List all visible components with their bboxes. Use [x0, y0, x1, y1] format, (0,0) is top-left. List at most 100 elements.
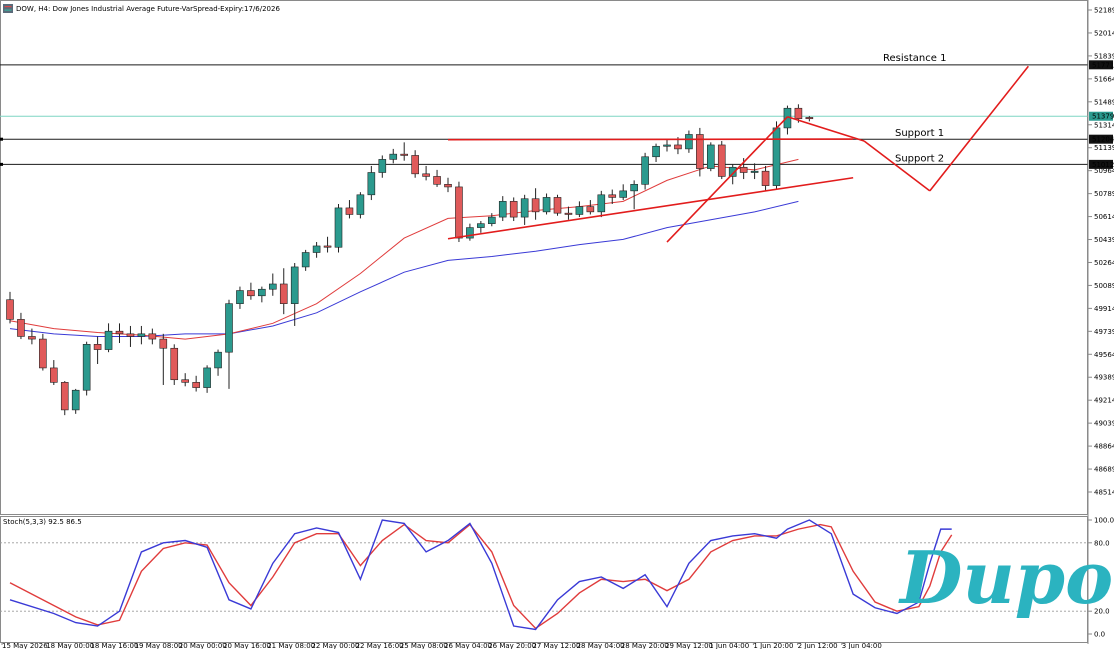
candle-body	[400, 153, 409, 156]
candle-body	[49, 367, 58, 383]
candle	[203, 365, 211, 393]
candle-body	[608, 194, 617, 198]
candle-body	[717, 144, 726, 177]
candle-body	[323, 245, 332, 248]
candle-body	[214, 351, 222, 369]
price-tick-label: 48514	[1094, 489, 1114, 497]
candle	[717, 141, 726, 180]
candle-body	[509, 201, 518, 218]
time-tick-label: 29 May 12:00	[665, 642, 713, 649]
candle	[509, 197, 518, 222]
price-tick-label: 51664	[1094, 75, 1114, 83]
candle	[356, 192, 365, 219]
candle-body	[389, 153, 398, 160]
time-tick-label: 28 May 04:00	[577, 642, 625, 649]
chart-header: DOW, H4: Dow Jones Industrial Average Fu…	[3, 4, 280, 13]
candle	[247, 282, 255, 300]
candle	[663, 139, 671, 152]
candle	[433, 169, 441, 187]
time-tick-label: 20 May 00:00	[179, 642, 227, 649]
candle	[553, 194, 562, 216]
price-tick-label: 51489	[1094, 98, 1114, 106]
candle-body	[542, 197, 551, 213]
level-price-label: 51771	[1092, 61, 1114, 69]
candle	[126, 325, 135, 347]
stoch-panel-border	[0, 516, 1088, 643]
candle-body	[805, 117, 814, 120]
trend-line	[863, 140, 931, 192]
candle-body	[170, 347, 179, 381]
candle-body	[225, 303, 233, 353]
stoch-k-line	[9, 519, 952, 631]
time-tick-label: 3 Jun 04:00	[842, 642, 882, 649]
time-tick-label: 20 May 16:00	[223, 642, 271, 649]
candle-body	[203, 367, 211, 388]
candle-body	[466, 227, 474, 239]
candle-body	[28, 336, 36, 340]
candle-body	[564, 212, 573, 215]
candle-body	[411, 155, 419, 175]
time-tick-label: 2 Jun 12:00	[798, 642, 838, 649]
candle-body	[663, 144, 671, 147]
candle	[236, 286, 244, 309]
time-tick-label: 26 May 20:00	[488, 642, 536, 649]
candle	[28, 328, 36, 345]
price-tick-label: 51314	[1094, 121, 1114, 129]
candles	[6, 104, 814, 416]
level-name: Resistance 1	[883, 53, 946, 64]
candle	[466, 223, 474, 241]
candle-body	[652, 145, 660, 158]
level-name: Support 2	[895, 153, 944, 164]
stoch-d-line	[9, 523, 953, 630]
candle	[334, 203, 343, 253]
candle-body	[148, 333, 157, 340]
stoch-panel[interactable]: Stoch(5,3,3) 92.5 86.5 100.0 80.0 20.0 0.0	[0, 516, 1114, 643]
current-price-tag	[1089, 111, 1113, 121]
candle	[192, 375, 200, 392]
candle	[750, 163, 759, 180]
candle	[597, 190, 606, 218]
candle	[531, 188, 540, 220]
candle-body	[619, 190, 628, 198]
time-tick-label: 18 May 16:00	[90, 642, 138, 649]
candle-body	[345, 207, 354, 215]
symbol-icon	[3, 4, 13, 13]
candle	[181, 373, 189, 387]
price-tick-label: 49039	[1094, 420, 1114, 428]
logo-text: Dupoin	[898, 535, 1114, 620]
candle	[586, 200, 595, 215]
candle-body	[674, 144, 682, 150]
candle	[520, 194, 529, 225]
time-tick-label: 25 May 08:00	[400, 642, 448, 649]
candle	[498, 196, 507, 222]
trend-line	[929, 65, 1029, 192]
candle-body	[93, 344, 102, 350]
candle-body	[247, 290, 255, 297]
candle-body	[71, 389, 80, 411]
candle	[411, 150, 419, 178]
candle-body	[60, 382, 69, 411]
candle	[761, 165, 770, 191]
stoch-label: Stoch(5,3,3) 92.5 86.5	[3, 518, 82, 526]
candle-body	[433, 176, 441, 185]
candle	[39, 333, 47, 371]
price-panel[interactable]: Resistance 1 Support 1 Support 2	[0, 0, 1088, 515]
candle	[389, 148, 398, 164]
candle	[323, 236, 332, 253]
candle	[696, 127, 704, 177]
candle-body	[367, 172, 376, 196]
dupoin-logo: Dupoin	[898, 535, 1114, 620]
candle	[542, 193, 551, 215]
candle	[706, 142, 715, 172]
candle	[685, 130, 693, 153]
candle-body	[706, 144, 715, 169]
candle-body	[279, 283, 288, 304]
candle	[137, 325, 146, 345]
candle	[619, 184, 628, 201]
level-name: Support 1	[895, 128, 944, 139]
level-price-label: 51204	[1092, 136, 1114, 144]
chart-title: DOW, H4: Dow Jones Industrial Average Fu…	[16, 5, 280, 13]
candle-body	[236, 290, 244, 304]
